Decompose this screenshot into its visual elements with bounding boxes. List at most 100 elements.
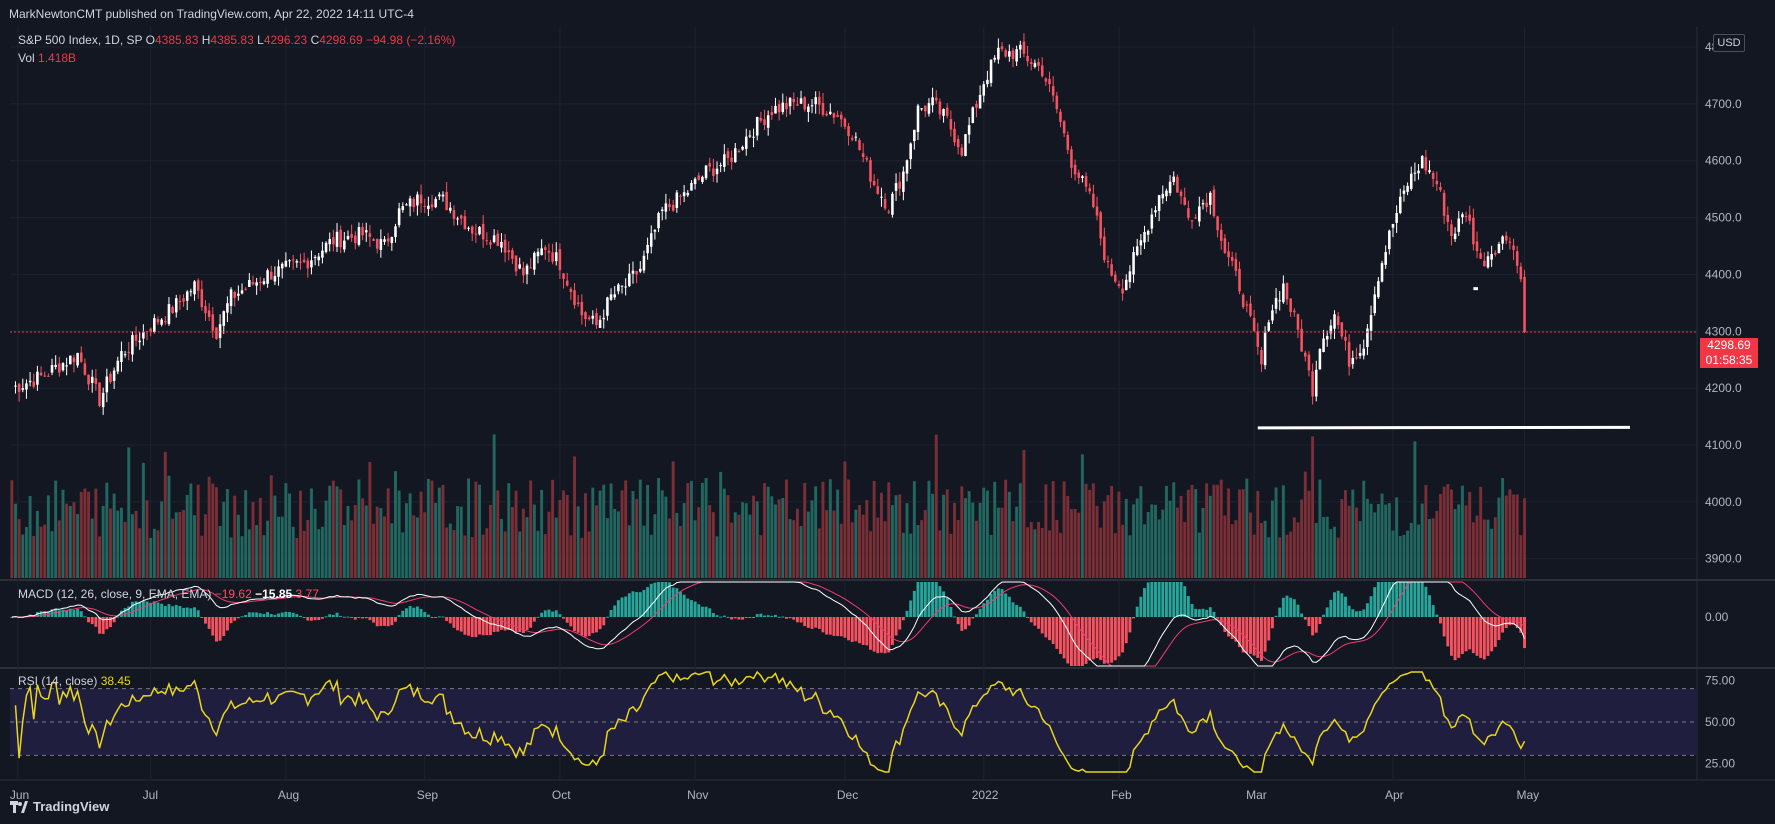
candle-body bbox=[902, 171, 905, 192]
volume-bar bbox=[638, 479, 642, 578]
macd-histogram-bar bbox=[1026, 617, 1030, 618]
macd-histogram-bar bbox=[1267, 617, 1271, 641]
macd-histogram-bar bbox=[598, 617, 602, 630]
volume-bar bbox=[1212, 484, 1216, 578]
volume-bar bbox=[1486, 519, 1490, 578]
currency-badge[interactable]: USD bbox=[1713, 34, 1745, 52]
candle-body bbox=[485, 240, 489, 242]
time-tick-label: Feb bbox=[1111, 788, 1132, 802]
macd-histogram-bar bbox=[821, 617, 825, 633]
candle-body bbox=[182, 298, 185, 302]
candle-body bbox=[1124, 279, 1128, 291]
candle-body bbox=[14, 385, 17, 387]
candle-body bbox=[909, 143, 912, 160]
macd-histogram-bar bbox=[127, 606, 131, 617]
candle-body bbox=[255, 282, 258, 286]
macd-histogram-bar bbox=[156, 602, 160, 617]
candle-body bbox=[401, 206, 405, 211]
macd-histogram-bar bbox=[675, 588, 679, 617]
volume-bar bbox=[1431, 518, 1435, 578]
macd-histogram-bar bbox=[229, 617, 233, 624]
symbol-label[interactable]: S&P 500 Index, 1D, SP bbox=[18, 33, 143, 47]
volume-bar bbox=[1490, 528, 1494, 578]
volume-bar bbox=[1241, 489, 1245, 578]
macd-histogram-bar bbox=[510, 617, 514, 631]
candle-body bbox=[1015, 49, 1018, 62]
macd-histogram-bar bbox=[1420, 582, 1424, 617]
candle-body bbox=[668, 204, 671, 208]
macd-histogram-bar bbox=[602, 617, 606, 626]
time-tick-label: Mar bbox=[1246, 788, 1267, 802]
rsi-tick-label: 50.00 bbox=[1705, 715, 1735, 729]
volume-bar bbox=[854, 509, 858, 578]
volume-bar bbox=[858, 505, 861, 578]
macd-histogram-bar bbox=[1362, 609, 1366, 617]
macd-histogram-bar bbox=[1073, 617, 1077, 666]
macd-histogram-bar bbox=[415, 606, 419, 617]
candle-body bbox=[1008, 51, 1011, 57]
macd-histogram-bar bbox=[781, 616, 785, 618]
candle-body bbox=[807, 106, 810, 112]
macd-histogram-bar bbox=[638, 592, 642, 617]
candle-body bbox=[226, 303, 229, 313]
macd-histogram-bar bbox=[470, 617, 474, 637]
macd-histogram-bar bbox=[182, 607, 186, 617]
volume-bar bbox=[269, 475, 273, 578]
volume-bar bbox=[795, 508, 799, 578]
macd-histogram-bar bbox=[825, 617, 829, 635]
volume-bar bbox=[116, 510, 120, 578]
macd-histogram-bar bbox=[233, 617, 237, 621]
candle-body bbox=[153, 318, 156, 332]
candle-body bbox=[1198, 206, 1201, 222]
volume-bar bbox=[1398, 536, 1402, 578]
volume-bar bbox=[43, 524, 47, 578]
volume-bar bbox=[1044, 484, 1048, 578]
candle-body bbox=[1099, 212, 1102, 239]
macd-value-2: −15.85 bbox=[255, 587, 293, 601]
candle-body bbox=[474, 233, 478, 235]
candle-body bbox=[259, 281, 262, 283]
volume-bar bbox=[1077, 512, 1081, 578]
macd-histogram-bar bbox=[1442, 617, 1446, 637]
macd-histogram-bar bbox=[240, 616, 244, 618]
volume-bar bbox=[1376, 504, 1380, 578]
volume-bar bbox=[112, 493, 116, 578]
macd-histogram-bar bbox=[554, 610, 558, 617]
candle-body bbox=[1241, 294, 1245, 308]
volume-bar bbox=[1508, 489, 1512, 578]
volume-bar bbox=[127, 447, 131, 578]
macd-histogram-bar bbox=[1270, 617, 1274, 629]
candle-body bbox=[1457, 218, 1461, 232]
macd-histogram-bar bbox=[1460, 617, 1464, 655]
macd-histogram-bar bbox=[934, 582, 938, 617]
volume-bar bbox=[839, 523, 843, 578]
candle-body bbox=[986, 79, 989, 85]
macd-label[interactable]: MACD (12, 26, close, 9, EMA, EMA) bbox=[18, 587, 212, 601]
macd-histogram-bar bbox=[883, 617, 887, 654]
macd-histogram-bar bbox=[1197, 609, 1201, 617]
macd-histogram-bar bbox=[386, 617, 390, 627]
macd-histogram-bar bbox=[942, 591, 946, 617]
candle-body bbox=[354, 235, 357, 244]
candle-body bbox=[843, 118, 847, 127]
candle-body bbox=[978, 95, 982, 109]
macd-histogram-bar bbox=[708, 608, 712, 617]
macd-histogram-bar bbox=[1139, 596, 1143, 617]
macd-histogram-bar bbox=[594, 617, 598, 633]
volume-bar bbox=[872, 481, 876, 578]
candle-body bbox=[1037, 61, 1040, 66]
tradingview-logo[interactable]: TradingView bbox=[10, 799, 109, 814]
candle-body bbox=[397, 208, 401, 226]
rsi-label[interactable]: RSI (14, close) bbox=[18, 674, 98, 688]
candle-body bbox=[1154, 210, 1157, 213]
macd-histogram-bar bbox=[1227, 617, 1231, 637]
macd-histogram-bar bbox=[1183, 586, 1187, 617]
macd-histogram-bar bbox=[138, 601, 142, 617]
macd-histogram-bar bbox=[375, 617, 379, 627]
macd-histogram-bar bbox=[43, 611, 47, 617]
volume-bar bbox=[1380, 493, 1384, 578]
candle-body bbox=[956, 139, 960, 148]
macd-histogram-bar bbox=[284, 611, 288, 617]
volume-bar bbox=[587, 531, 591, 578]
